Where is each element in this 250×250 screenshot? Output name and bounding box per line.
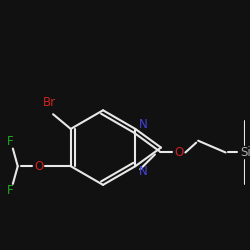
Text: Br: Br [42,96,56,109]
Text: Si: Si [240,146,250,159]
Text: N: N [139,118,147,132]
Text: F: F [6,135,13,148]
Text: O: O [174,146,183,159]
Text: F: F [6,184,13,197]
Text: N: N [139,164,147,177]
Text: O: O [35,160,44,173]
